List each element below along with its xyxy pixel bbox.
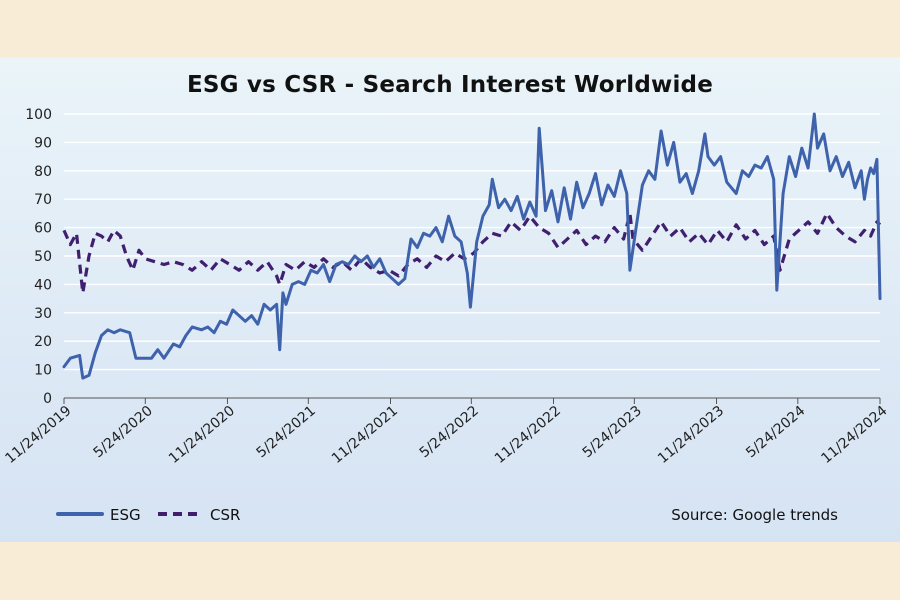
y-tick-label-80: 80 [34,164,52,180]
x-tick-label-6: 11/24/2022 [492,403,564,467]
x-tick-label-0: 11/24/2019 [2,403,74,467]
x-tick-label-2: 11/24/2020 [166,403,238,467]
source-note: Source: Google trends [671,506,838,524]
y-axis-ticks: 0 10 20 30 40 50 60 70 80 90 100 [25,107,52,407]
y-tick-label-30: 30 [34,306,52,322]
x-tick-label-9: 5/24/2024 [743,403,808,461]
chart-background [0,57,900,542]
y-tick-label-50: 50 [34,249,52,265]
legend-label-esg: ESG [110,506,141,524]
y-tick-label-60: 60 [34,221,52,237]
y-tick-label-0: 0 [43,391,52,407]
legend: ESG CSR [56,506,240,524]
y-tick-label-90: 90 [34,135,52,151]
y-tick-label-10: 10 [34,363,52,379]
y-tick-label-40: 40 [34,277,52,293]
x-tick-label-4: 11/24/2021 [329,403,401,467]
x-tick-label-3: 5/24/2021 [254,403,319,461]
series-line-csr [62,211,882,295]
legend-label-csr: CSR [210,506,240,524]
x-tick-label-7: 5/24/2023 [580,403,645,461]
y-tick-label-20: 20 [34,334,52,350]
x-tick-label-8: 11/24/2023 [655,403,727,467]
x-axis-ticks: 11/24/2019 5/24/2020 11/24/2020 5/24/2021 11… [2,398,891,467]
series-lines [62,112,882,380]
y-tick-label-100: 100 [25,107,52,123]
x-tick-label-10: 11/24/2024 [818,403,890,467]
gridlines [64,113,880,371]
x-tick-label-1: 5/24/2020 [91,403,156,461]
x-tick-label-5: 5/24/2022 [417,403,482,461]
chart-title: ESG vs CSR - Search Interest Worldwide [186,72,714,98]
y-tick-label-70: 70 [34,192,52,208]
series-line-esg [62,112,882,380]
